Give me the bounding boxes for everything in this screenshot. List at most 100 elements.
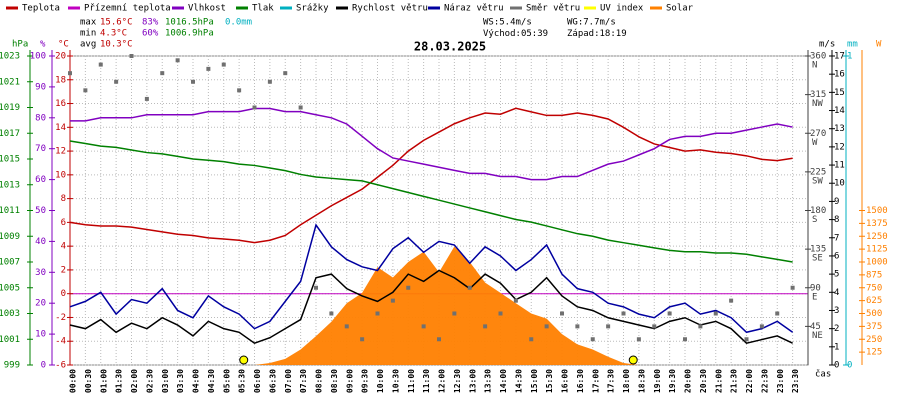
y-tick-label: 250 [866, 335, 882, 345]
y-tick-label: 12 [834, 142, 845, 152]
y-tick-label: 1005 [0, 283, 20, 293]
series-line [69, 107, 793, 244]
y-tick-label: 1007 [0, 258, 20, 268]
direction-point [790, 285, 795, 290]
stat-value: 83% [142, 18, 159, 28]
y-tick-label: 625 [866, 296, 882, 306]
sunset-marker [628, 355, 638, 365]
x-tick-label: 08:00 [315, 369, 324, 393]
x-tick-label: 09:00 [345, 369, 354, 393]
y-tick-label: 17 [834, 52, 845, 62]
y-tick-label: 20 [55, 52, 66, 62]
sunrise-label: Východ: [483, 29, 521, 39]
y-tick-label: 14 [834, 106, 845, 116]
y-tick-label: -4 [55, 337, 66, 347]
y-tick-label: 6 [61, 218, 66, 228]
solar-area [70, 246, 793, 365]
stat-label: max [80, 18, 97, 28]
x-tick-label: 05:00 [222, 369, 231, 393]
compass-label: SW [812, 176, 823, 186]
direction-point [267, 79, 272, 84]
y-tick-label: 1021 [0, 77, 20, 87]
x-tick-label: 02:00 [130, 369, 139, 393]
x-tick-label: 21:00 [714, 369, 723, 393]
x-tick-label: 19:30 [668, 369, 677, 393]
y-tick-label: 375 [866, 322, 882, 332]
y-tick-label: 1125 [866, 245, 888, 255]
wind-gust: WG:7.7m/s [567, 18, 616, 28]
y-tick-label: 1017 [0, 129, 20, 139]
legend-label: UV index [600, 4, 644, 14]
axis-unit: hPa [12, 40, 28, 50]
x-tick-label: 17:30 [607, 369, 616, 393]
direction-point [160, 71, 165, 76]
y-tick-label: 100 [30, 52, 46, 62]
compass-label: SE [812, 254, 823, 264]
direction-point [544, 324, 549, 329]
y-tick-label: 1013 [0, 180, 20, 190]
compass-label: N [812, 61, 817, 71]
y-tick-label: 1250 [866, 232, 888, 242]
y-tick-label: 60 [35, 175, 46, 185]
y-tick-label: 1 [847, 52, 852, 62]
legend-label: Tlak [252, 4, 274, 14]
direction-point [344, 324, 349, 329]
y-tick-label: 1001 [0, 335, 20, 345]
x-tick-label: 12:00 [438, 369, 447, 393]
y-tick-label: 0 [61, 289, 66, 299]
x-tick-label: 23:00 [776, 369, 785, 393]
x-tick-label: 14:00 [499, 369, 508, 393]
stat-value: 60% [142, 29, 159, 39]
y-tick-label: 8 [834, 215, 839, 225]
y-tick-label: 1011 [0, 206, 20, 216]
y-tick-label: 2 [834, 324, 839, 334]
direction-point [452, 311, 457, 316]
direction-point [191, 79, 195, 84]
sunset-time: 18:19 [600, 29, 627, 39]
x-tick-label: 06:00 [253, 369, 262, 393]
direction-point [114, 79, 119, 84]
sunrise-time: 05:39 [521, 29, 548, 39]
direction-point [652, 324, 657, 329]
wind-speed: WS:5.4m/s [483, 18, 532, 28]
y-tick-label: 8 [61, 194, 66, 204]
direction-point [513, 298, 518, 303]
x-tick-label: 13:00 [468, 369, 477, 393]
x-tick-label: 10:00 [376, 369, 385, 393]
direction-point [529, 337, 534, 342]
x-tick-label: 07:30 [299, 369, 308, 393]
y-tick-label: 15 [834, 88, 845, 98]
x-tick-label: 01:00 [99, 369, 108, 393]
legend-label: Rychlost větru [352, 4, 428, 14]
y-tick-label: 180 [810, 206, 826, 216]
direction-point [590, 337, 595, 342]
x-tick-label: 03:30 [176, 369, 185, 393]
y-tick-label: 18 [55, 75, 66, 85]
stat-value: 10.3°C [100, 40, 133, 50]
y-tick-label: 1375 [866, 219, 888, 229]
direction-point [283, 71, 288, 76]
direction-point [421, 324, 426, 329]
series-line [69, 269, 793, 345]
y-tick-label: -2 [55, 313, 66, 323]
direction-point [713, 311, 718, 316]
y-tick-label: 16 [834, 70, 845, 80]
y-tick-label: 4 [61, 242, 66, 252]
y-tick-label: 1023 [0, 52, 20, 62]
direction-point [683, 337, 687, 342]
x-tick-label: 16:00 [561, 369, 570, 393]
sunrise-marker [239, 355, 249, 365]
stat-value: 4.3°C [100, 29, 127, 39]
direction-point [68, 71, 72, 76]
y-tick-label: 500 [866, 309, 882, 319]
direction-point [206, 66, 211, 71]
direction-point [621, 311, 626, 316]
direction-point [775, 311, 780, 316]
y-tick-label: 13 [834, 124, 845, 134]
legend-label: Teplota [22, 4, 60, 14]
y-tick-label: 225 [810, 167, 826, 177]
stat-label: min [80, 29, 96, 39]
x-tick-label: 13:30 [484, 369, 493, 393]
x-tick-label: 11:30 [422, 369, 431, 393]
direction-point [83, 88, 88, 93]
